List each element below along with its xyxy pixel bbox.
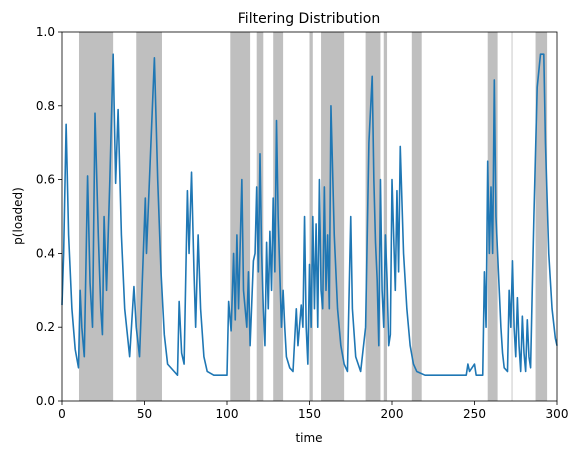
chart-title: Filtering Distribution [238, 11, 380, 27]
shaded-span [309, 32, 313, 401]
shaded-span [321, 32, 345, 401]
x-tick-label: 150 [298, 407, 321, 421]
y-tick-label: 0.8 [36, 99, 55, 113]
y-axis-label: p(loaded) [11, 187, 25, 245]
x-tick-label: 250 [463, 407, 486, 421]
shaded-span [383, 32, 388, 401]
x-tick-label: 100 [216, 407, 239, 421]
shaded-span [535, 32, 548, 401]
data-line [61, 53, 558, 376]
shaded-span [511, 32, 513, 401]
y-tick-label: 0.4 [36, 246, 55, 260]
x-tick-label: 200 [381, 407, 404, 421]
x-tick-label: 50 [137, 407, 152, 421]
y-tick-label: 0.0 [36, 394, 55, 408]
y-tick-label: 0.2 [36, 320, 55, 334]
x-tick-label: 300 [546, 407, 569, 421]
shaded-span [411, 32, 422, 401]
x-tick-label: 0 [58, 407, 66, 421]
shaded-span [256, 32, 264, 401]
y-tick-label: 1.0 [36, 25, 55, 39]
y-tick-label: 0.6 [36, 173, 55, 187]
x-axis-label: time [295, 431, 322, 445]
